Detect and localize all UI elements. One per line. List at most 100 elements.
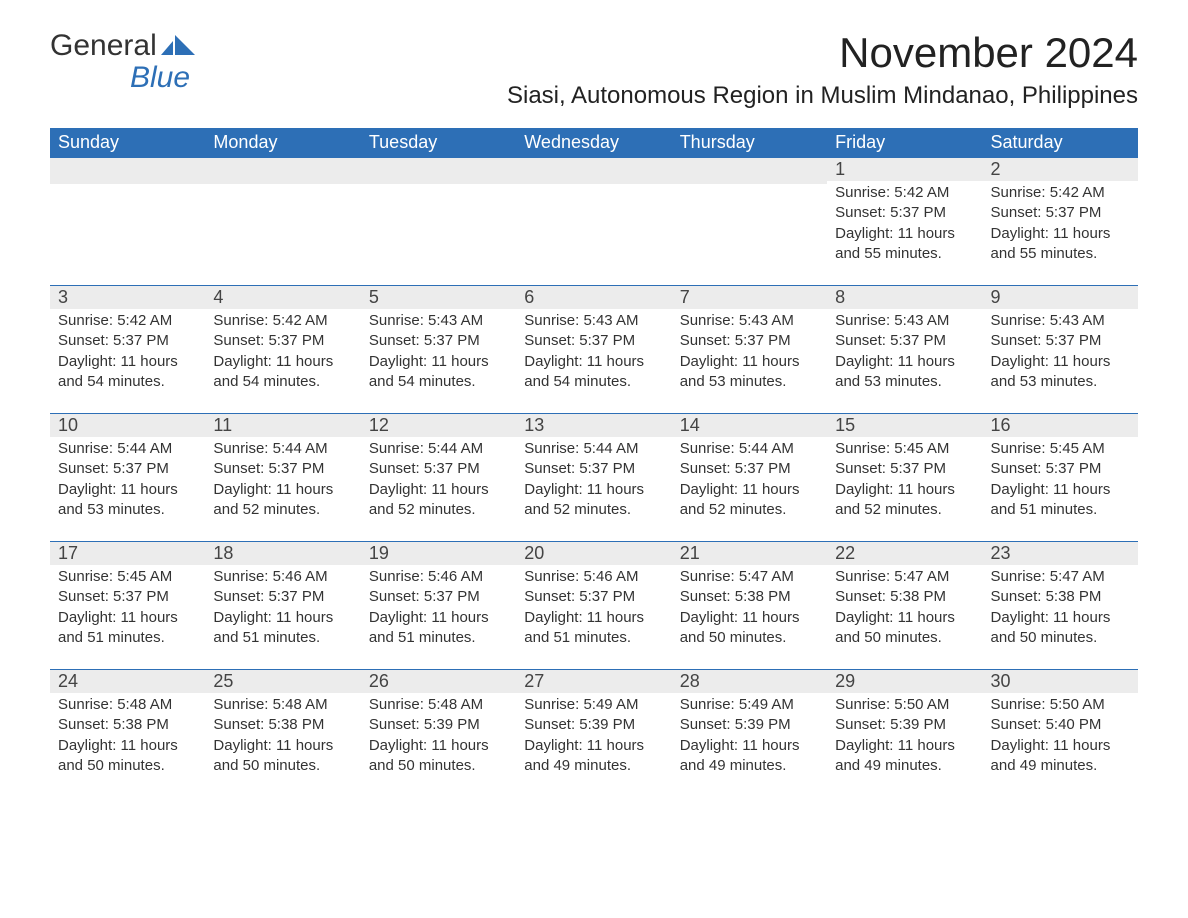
sunrise-text: Sunrise: 5:44 AM	[524, 439, 663, 459]
sunset-text: Sunset: 5:37 PM	[524, 331, 663, 351]
day-details: Sunrise: 5:46 AMSunset: 5:37 PMDaylight:…	[361, 565, 516, 656]
sunset-text: Sunset: 5:37 PM	[213, 331, 352, 351]
day-details: Sunrise: 5:45 AMSunset: 5:37 PMDaylight:…	[983, 437, 1138, 528]
daylight-text-1: Daylight: 11 hours	[58, 352, 197, 372]
daylight-text-2: and 50 minutes.	[680, 628, 819, 648]
daylight-text-1: Daylight: 11 hours	[213, 480, 352, 500]
page-title: November 2024	[507, 30, 1138, 76]
sunset-text: Sunset: 5:37 PM	[524, 459, 663, 479]
empty-day	[361, 158, 516, 184]
sunset-text: Sunset: 5:37 PM	[369, 459, 508, 479]
daylight-text-2: and 51 minutes.	[213, 628, 352, 648]
day-details: Sunrise: 5:49 AMSunset: 5:39 PMDaylight:…	[516, 693, 671, 784]
logo-text-1: General	[50, 30, 157, 62]
daylight-text-2: and 52 minutes.	[835, 500, 974, 520]
daylight-text-1: Daylight: 11 hours	[213, 352, 352, 372]
calendar-cell: 7Sunrise: 5:43 AMSunset: 5:37 PMDaylight…	[672, 286, 827, 414]
col-friday: Friday	[827, 128, 982, 158]
calendar-cell: 25Sunrise: 5:48 AMSunset: 5:38 PMDayligh…	[205, 670, 360, 798]
sunset-text: Sunset: 5:37 PM	[991, 459, 1130, 479]
day-details: Sunrise: 5:44 AMSunset: 5:37 PMDaylight:…	[516, 437, 671, 528]
calendar-week: 3Sunrise: 5:42 AMSunset: 5:37 PMDaylight…	[50, 286, 1138, 414]
day-details: Sunrise: 5:47 AMSunset: 5:38 PMDaylight:…	[672, 565, 827, 656]
day-details: Sunrise: 5:48 AMSunset: 5:38 PMDaylight:…	[50, 693, 205, 784]
daylight-text-1: Daylight: 11 hours	[991, 224, 1130, 244]
day-number: 10	[50, 414, 205, 437]
sunset-text: Sunset: 5:39 PM	[524, 715, 663, 735]
day-number: 12	[361, 414, 516, 437]
daylight-text-2: and 52 minutes.	[680, 500, 819, 520]
daylight-text-1: Daylight: 11 hours	[369, 608, 508, 628]
calendar-cell: 1Sunrise: 5:42 AMSunset: 5:37 PMDaylight…	[827, 158, 982, 286]
empty-day	[516, 158, 671, 184]
day-number: 27	[516, 670, 671, 693]
sunset-text: Sunset: 5:39 PM	[369, 715, 508, 735]
daylight-text-1: Daylight: 11 hours	[680, 736, 819, 756]
daylight-text-2: and 54 minutes.	[213, 372, 352, 392]
sunrise-text: Sunrise: 5:47 AM	[991, 567, 1130, 587]
day-number: 6	[516, 286, 671, 309]
day-number: 19	[361, 542, 516, 565]
sunrise-text: Sunrise: 5:47 AM	[835, 567, 974, 587]
daylight-text-2: and 53 minutes.	[835, 372, 974, 392]
calendar-cell	[205, 158, 360, 286]
sunset-text: Sunset: 5:37 PM	[680, 459, 819, 479]
day-number: 1	[827, 158, 982, 181]
day-header-row: Sunday Monday Tuesday Wednesday Thursday…	[50, 128, 1138, 158]
calendar-cell: 4Sunrise: 5:42 AMSunset: 5:37 PMDaylight…	[205, 286, 360, 414]
calendar-cell: 20Sunrise: 5:46 AMSunset: 5:37 PMDayligh…	[516, 542, 671, 670]
sunset-text: Sunset: 5:37 PM	[991, 331, 1130, 351]
sunset-text: Sunset: 5:38 PM	[58, 715, 197, 735]
sunset-text: Sunset: 5:37 PM	[524, 587, 663, 607]
sunset-text: Sunset: 5:37 PM	[369, 587, 508, 607]
sunrise-text: Sunrise: 5:50 AM	[835, 695, 974, 715]
day-number: 20	[516, 542, 671, 565]
day-details: Sunrise: 5:49 AMSunset: 5:39 PMDaylight:…	[672, 693, 827, 784]
day-details: Sunrise: 5:44 AMSunset: 5:37 PMDaylight:…	[205, 437, 360, 528]
calendar-cell: 24Sunrise: 5:48 AMSunset: 5:38 PMDayligh…	[50, 670, 205, 798]
sunrise-text: Sunrise: 5:42 AM	[58, 311, 197, 331]
calendar-week: 10Sunrise: 5:44 AMSunset: 5:37 PMDayligh…	[50, 414, 1138, 542]
day-details: Sunrise: 5:44 AMSunset: 5:37 PMDaylight:…	[672, 437, 827, 528]
day-number: 18	[205, 542, 360, 565]
day-number: 15	[827, 414, 982, 437]
day-details: Sunrise: 5:42 AMSunset: 5:37 PMDaylight:…	[50, 309, 205, 400]
calendar-week: 24Sunrise: 5:48 AMSunset: 5:38 PMDayligh…	[50, 670, 1138, 798]
day-details: Sunrise: 5:45 AMSunset: 5:37 PMDaylight:…	[827, 437, 982, 528]
daylight-text-1: Daylight: 11 hours	[835, 480, 974, 500]
day-number: 30	[983, 670, 1138, 693]
day-details: Sunrise: 5:47 AMSunset: 5:38 PMDaylight:…	[827, 565, 982, 656]
daylight-text-2: and 49 minutes.	[835, 756, 974, 776]
day-number: 14	[672, 414, 827, 437]
sunrise-text: Sunrise: 5:49 AM	[680, 695, 819, 715]
day-number: 2	[983, 158, 1138, 181]
day-details: Sunrise: 5:42 AMSunset: 5:37 PMDaylight:…	[205, 309, 360, 400]
day-number: 24	[50, 670, 205, 693]
sunrise-text: Sunrise: 5:48 AM	[369, 695, 508, 715]
daylight-text-2: and 53 minutes.	[991, 372, 1130, 392]
daylight-text-1: Daylight: 11 hours	[680, 480, 819, 500]
daylight-text-2: and 50 minutes.	[369, 756, 508, 776]
daylight-text-1: Daylight: 11 hours	[835, 224, 974, 244]
sunset-text: Sunset: 5:40 PM	[991, 715, 1130, 735]
daylight-text-1: Daylight: 11 hours	[213, 608, 352, 628]
calendar-cell: 14Sunrise: 5:44 AMSunset: 5:37 PMDayligh…	[672, 414, 827, 542]
day-details: Sunrise: 5:44 AMSunset: 5:37 PMDaylight:…	[361, 437, 516, 528]
sunset-text: Sunset: 5:38 PM	[213, 715, 352, 735]
daylight-text-2: and 54 minutes.	[58, 372, 197, 392]
calendar-cell: 17Sunrise: 5:45 AMSunset: 5:37 PMDayligh…	[50, 542, 205, 670]
calendar-cell: 28Sunrise: 5:49 AMSunset: 5:39 PMDayligh…	[672, 670, 827, 798]
day-number: 11	[205, 414, 360, 437]
daylight-text-2: and 53 minutes.	[680, 372, 819, 392]
daylight-text-2: and 50 minutes.	[991, 628, 1130, 648]
sunrise-text: Sunrise: 5:42 AM	[835, 183, 974, 203]
daylight-text-2: and 55 minutes.	[835, 244, 974, 264]
day-number: 13	[516, 414, 671, 437]
day-number: 17	[50, 542, 205, 565]
daylight-text-2: and 52 minutes.	[213, 500, 352, 520]
day-details: Sunrise: 5:43 AMSunset: 5:37 PMDaylight:…	[516, 309, 671, 400]
logo: General Blue	[50, 30, 195, 93]
empty-day	[672, 158, 827, 184]
day-details: Sunrise: 5:44 AMSunset: 5:37 PMDaylight:…	[50, 437, 205, 528]
daylight-text-1: Daylight: 11 hours	[58, 608, 197, 628]
